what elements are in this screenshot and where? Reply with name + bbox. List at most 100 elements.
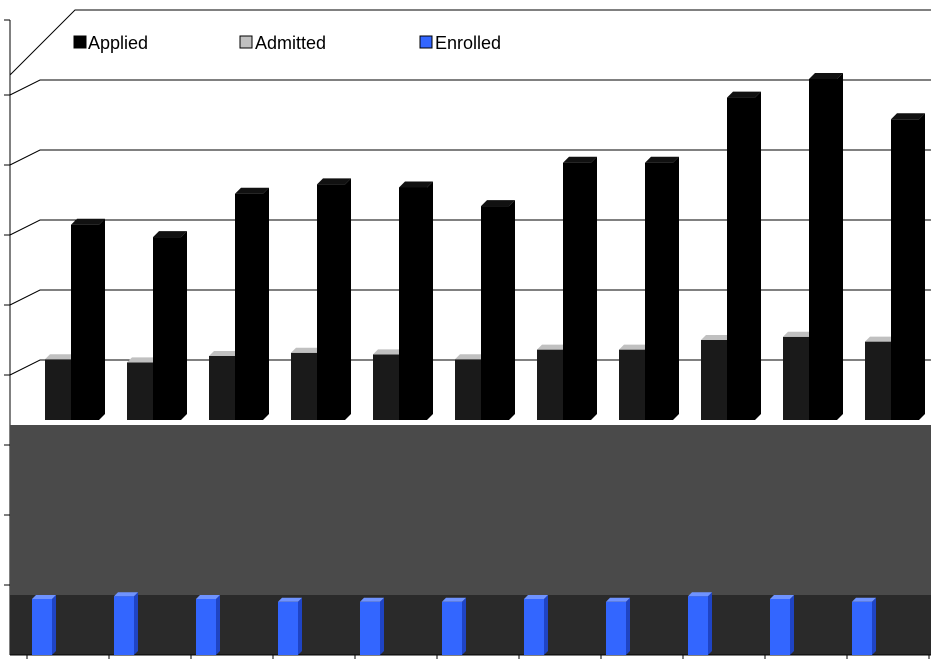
applied-bar xyxy=(71,224,99,420)
admitted-bar-top xyxy=(373,349,404,355)
enrolled-bar xyxy=(688,596,708,655)
enrolled-bar-side xyxy=(298,597,302,655)
admitted-bar-top xyxy=(619,344,650,350)
admitted-bar xyxy=(455,359,481,420)
applied-bar-side xyxy=(181,231,187,420)
applied-bar-top xyxy=(891,113,925,120)
enrolled-bar-top xyxy=(852,597,876,602)
enrolled-bar-side xyxy=(544,595,548,655)
admitted-bar-top xyxy=(291,347,322,353)
admitted-bar xyxy=(291,352,317,420)
applied-bars xyxy=(71,73,925,421)
applied-bar xyxy=(399,187,427,420)
admitted-bar-top xyxy=(209,351,240,356)
applied-bar-top xyxy=(235,187,269,194)
admitted-bar xyxy=(865,341,891,420)
admitted-bar-top xyxy=(865,336,896,342)
enrolled-bar-top xyxy=(278,597,302,602)
gridline xyxy=(9,79,931,96)
enrolled-bar xyxy=(196,599,216,655)
enrolled-bar-side xyxy=(626,597,630,655)
enrolled-bar xyxy=(606,601,626,655)
admitted-bar xyxy=(45,359,71,420)
applied-bar xyxy=(727,97,755,420)
applied-bar-side xyxy=(837,73,843,420)
applied-bar-side xyxy=(673,156,679,420)
enrolled-bar-top xyxy=(606,597,630,602)
legend-swatch-admitted xyxy=(239,35,253,49)
applied-bar-top xyxy=(153,231,187,238)
gridline xyxy=(9,289,931,306)
applied-bar-top xyxy=(727,91,761,98)
legend-label-enrolled: Enrolled xyxy=(435,33,501,53)
applied-bar-top xyxy=(481,200,515,207)
applied-bar-side xyxy=(919,113,925,421)
admitted-bar xyxy=(373,354,399,420)
enrolled-bar-top xyxy=(524,595,548,599)
applied-bar xyxy=(645,162,673,420)
enrolled-bar-side xyxy=(790,595,794,655)
admitted-bar-top xyxy=(455,354,486,360)
admitted-bar xyxy=(537,349,563,420)
applied-bar-side xyxy=(591,156,597,420)
admitted-bar xyxy=(127,362,153,420)
enrolled-bar-top xyxy=(114,592,138,597)
admitted-bar xyxy=(701,340,727,420)
back-wall-lower xyxy=(10,425,931,595)
enrolled-bar xyxy=(852,601,872,655)
enrolled-bar-side xyxy=(872,597,876,655)
admitted-bar-top xyxy=(45,354,76,360)
applied-bar-side xyxy=(509,200,515,420)
applied-bar xyxy=(891,119,919,421)
applied-bar-top xyxy=(809,73,843,79)
admitted-bar-top xyxy=(127,357,158,363)
applied-bar xyxy=(563,162,591,420)
enrolled-bar-side xyxy=(216,595,220,655)
legend-swatch-applied xyxy=(73,35,87,49)
admitted-bar-top xyxy=(783,331,814,337)
applied-bar-side xyxy=(755,91,761,420)
enrolled-bar xyxy=(770,599,790,655)
enrolled-bar-top xyxy=(32,595,56,599)
legend-label-admitted: Admitted xyxy=(255,33,326,53)
enrolled-bars xyxy=(32,592,876,655)
gridlines xyxy=(9,79,931,376)
gridline xyxy=(9,149,931,166)
enrolled-bar xyxy=(32,599,52,655)
enrolled-bar-top xyxy=(688,592,712,597)
enrolled-bar-top xyxy=(442,597,466,602)
applied-bar xyxy=(481,206,509,420)
enrolled-bar xyxy=(442,601,462,655)
enrolled-bar xyxy=(360,601,380,655)
applied-bar-top xyxy=(645,156,679,163)
admitted-bar xyxy=(783,336,809,420)
enrolled-bar xyxy=(278,601,298,655)
enrolled-bar xyxy=(114,596,134,655)
enrolled-bar-side xyxy=(380,597,384,655)
applied-bar-side xyxy=(427,181,433,420)
admitted-bar xyxy=(619,349,645,420)
applied-bar-top xyxy=(399,181,433,188)
applied-bar-top xyxy=(563,156,597,163)
enrolled-bar-side xyxy=(462,597,466,655)
gridline xyxy=(9,219,931,236)
applied-bar xyxy=(809,79,837,420)
enrolled-bar-side xyxy=(52,595,56,655)
admitted-bars xyxy=(45,331,896,420)
legend-label-applied: Applied xyxy=(88,33,148,53)
chart-walls xyxy=(9,9,931,656)
applied-bar-side xyxy=(345,178,351,420)
admitted-bar-top xyxy=(537,344,568,350)
applied-bar xyxy=(235,193,263,420)
legend: Applied Admitted Enrolled xyxy=(73,33,501,53)
enrolled-bar-side xyxy=(708,592,712,655)
applied-bar xyxy=(153,237,181,420)
applied-bar-side xyxy=(99,218,105,420)
applied-bar-side xyxy=(263,187,269,420)
enrolled-bar-side xyxy=(134,592,138,655)
applied-bar-top xyxy=(317,178,351,185)
admitted-bar-top xyxy=(701,335,732,340)
enrolled-bar-top xyxy=(770,595,794,599)
applied-bar xyxy=(317,184,345,420)
